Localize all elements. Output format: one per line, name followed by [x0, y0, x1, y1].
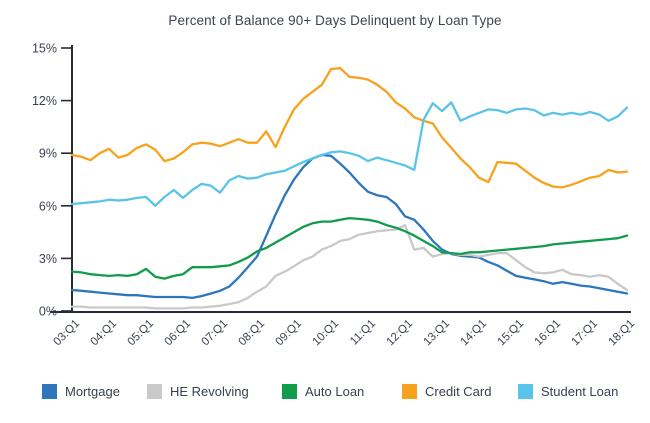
- y-tick-label: 0%: [39, 305, 57, 319]
- x-tick-label: 05:Q1: [125, 318, 156, 349]
- auto-loan-swatch-icon: [282, 384, 297, 399]
- y-tick-label: 9%: [39, 147, 57, 161]
- x-tick-label: 14:Q1: [458, 318, 489, 349]
- legend-item-credit-card: Credit Card: [402, 383, 491, 400]
- legend-item-auto-loan: Auto Loan: [282, 383, 364, 400]
- legend-label: Auto Loan: [305, 384, 365, 399]
- series-line-mortgage: [70, 153, 629, 300]
- x-tick-label: 04:Q1: [88, 318, 119, 349]
- y-tick-label: 6%: [39, 199, 57, 213]
- legend-item-he-revolving: HE Revolving: [147, 383, 249, 400]
- chart-title: Percent of Balance 90+ Days Delinquent b…: [168, 13, 502, 28]
- series-line-credit-card: [70, 67, 629, 189]
- y-tick-label: 12%: [32, 94, 57, 108]
- legend-item-mortgage: Mortgage: [42, 383, 120, 400]
- y-tick-label: 15%: [32, 42, 57, 56]
- x-tick-label: 17:Q1: [569, 318, 600, 349]
- x-tick-label: 09:Q1: [273, 318, 304, 349]
- student-loan-swatch-icon: [518, 384, 533, 399]
- legend-label: Mortgage: [65, 384, 120, 399]
- he-revolving-swatch-icon: [147, 384, 162, 399]
- x-tick-label: 08:Q1: [236, 318, 267, 349]
- series-line-student-loan: [70, 101, 629, 207]
- x-tick-label: 07:Q1: [199, 318, 230, 349]
- series-line-he-revolving: [70, 223, 629, 310]
- legend-item-student-loan: Student Loan: [518, 383, 618, 400]
- credit-card-swatch-icon: [402, 384, 417, 399]
- x-tick-label: 06:Q1: [162, 318, 193, 349]
- line-chart-canvas: 0%3%6%9%12%15%03:Q1 04:Q1 05:Q1 06:Q1 07:Q1 0…: [32, 42, 637, 349]
- legend-label: Student Loan: [541, 384, 619, 399]
- x-tick-label: 10:Q1: [310, 318, 341, 349]
- legend-label: Credit Card: [425, 384, 492, 399]
- y-tick-label: 3%: [39, 252, 57, 266]
- x-tick-label: 16:Q1: [532, 318, 563, 349]
- chart-legend: Mortgage HE Revolving Auto Loan Credit C…: [0, 383, 650, 403]
- legend-label: HE Revolving: [170, 384, 249, 399]
- x-tick-label: 03:Q1: [51, 318, 82, 349]
- x-tick-label: 13:Q1: [421, 318, 452, 349]
- series-line-auto-loan: [70, 216, 629, 280]
- x-tick-label: 15:Q1: [495, 318, 526, 349]
- mortgage-swatch-icon: [42, 384, 57, 399]
- x-tick-label: 18:Q1: [606, 318, 637, 349]
- x-tick-label: 12:Q1: [384, 318, 415, 349]
- x-tick-label: 11:Q1: [348, 318, 378, 348]
